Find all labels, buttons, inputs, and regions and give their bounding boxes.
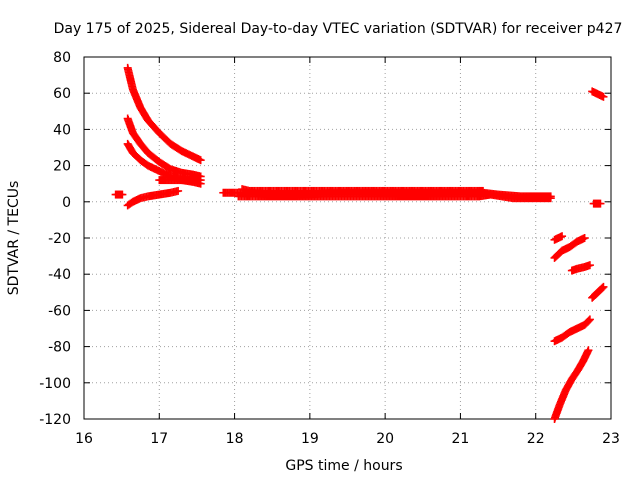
data-point <box>196 176 205 185</box>
plot-frame <box>83 56 612 420</box>
x-tick-label: 17 <box>150 431 168 447</box>
y-tick-label: 0 <box>62 195 71 211</box>
data-point <box>174 186 183 195</box>
data-point <box>585 315 594 324</box>
data-point <box>599 282 608 291</box>
data-point <box>584 316 593 325</box>
x-tick-label: 20 <box>376 431 394 447</box>
y-tick-label: -60 <box>48 303 71 319</box>
x-tick-label: 22 <box>527 431 545 447</box>
y-axis-label: SDTVAR / TECUs <box>6 181 22 296</box>
data-point <box>118 190 127 199</box>
data-point <box>598 283 607 292</box>
axis-ticks: 16 17 18 19 20 21 22 23 80 60 40 20 0 -20 -40 -60 -80 -10… <box>39 50 620 447</box>
data-point <box>584 346 593 355</box>
y-tick-label: 40 <box>53 122 71 138</box>
y-tick-label: 20 <box>53 159 71 175</box>
y-tick-label: -40 <box>48 267 71 283</box>
data-point <box>558 232 567 241</box>
data-marks <box>111 63 608 423</box>
y-tick-label: -100 <box>39 376 71 392</box>
y-tick-label: -80 <box>48 340 71 356</box>
x-tick-label: 16 <box>75 431 93 447</box>
y-tick-label: 60 <box>53 86 71 102</box>
data-point <box>479 186 488 195</box>
chart-title: Day 175 of 2025, Sidereal Day-to-day VTE… <box>54 21 623 37</box>
data-point <box>196 156 205 165</box>
x-axis-label: GPS time / hours <box>285 458 402 474</box>
data-point <box>599 92 608 101</box>
x-tick-label: 21 <box>452 431 470 447</box>
x-tick-label: 23 <box>602 431 620 447</box>
data-point <box>580 234 589 242</box>
data-point <box>585 261 594 270</box>
y-tick-label: -120 <box>39 412 71 428</box>
y-tick-label: -20 <box>48 231 71 247</box>
data-point <box>546 194 555 203</box>
x-tick-label: 18 <box>226 431 244 447</box>
grid-lines <box>84 57 611 419</box>
y-tick-label: 80 <box>53 50 71 66</box>
data-point <box>596 199 605 208</box>
x-tick-label: 19 <box>301 431 319 447</box>
